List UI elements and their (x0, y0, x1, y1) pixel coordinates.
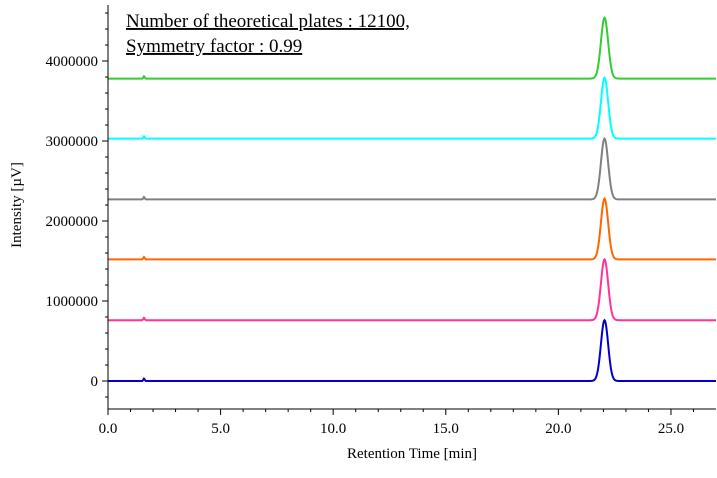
x-tick-label: 25.0 (658, 421, 684, 437)
x-tick-label: 0.0 (99, 421, 118, 437)
y-tick-label: 4000000 (46, 54, 99, 70)
series-line-6 (108, 16, 716, 80)
series-line-5 (108, 76, 716, 140)
x-ticks: 0.0 5.0 10.0 15.0 20.0 25.0 (99, 409, 694, 437)
y-tick-label: 3000000 (46, 134, 99, 150)
annotation-line-2: Symmetry factor : 0.99 (126, 36, 302, 57)
series-line-2 (108, 257, 716, 322)
annotation-line-1: Number of theoretical plates : 12100, (126, 11, 410, 32)
y-axis-label: Intensity [µV] (9, 162, 25, 248)
x-axis-label: Retention Time [min] (347, 446, 477, 462)
x-tick-label: 5.0 (211, 421, 230, 437)
series-line-1 (108, 318, 716, 382)
series-line-4 (108, 137, 716, 201)
x-tick-label: 10.0 (320, 421, 346, 437)
y-ticks: 0 1000000 2000000 3000000 4000000 (46, 12, 108, 398)
y-tick-label: 2000000 (46, 214, 99, 230)
series-line-3 (108, 197, 716, 261)
x-tick-label: 15.0 (433, 421, 459, 437)
y-tick-label: 1000000 (46, 294, 99, 310)
x-tick-label: 20.0 (545, 421, 571, 437)
axes-layer (107, 5, 716, 410)
y-tick-label: 0 (91, 374, 99, 390)
series-layer (108, 16, 716, 382)
